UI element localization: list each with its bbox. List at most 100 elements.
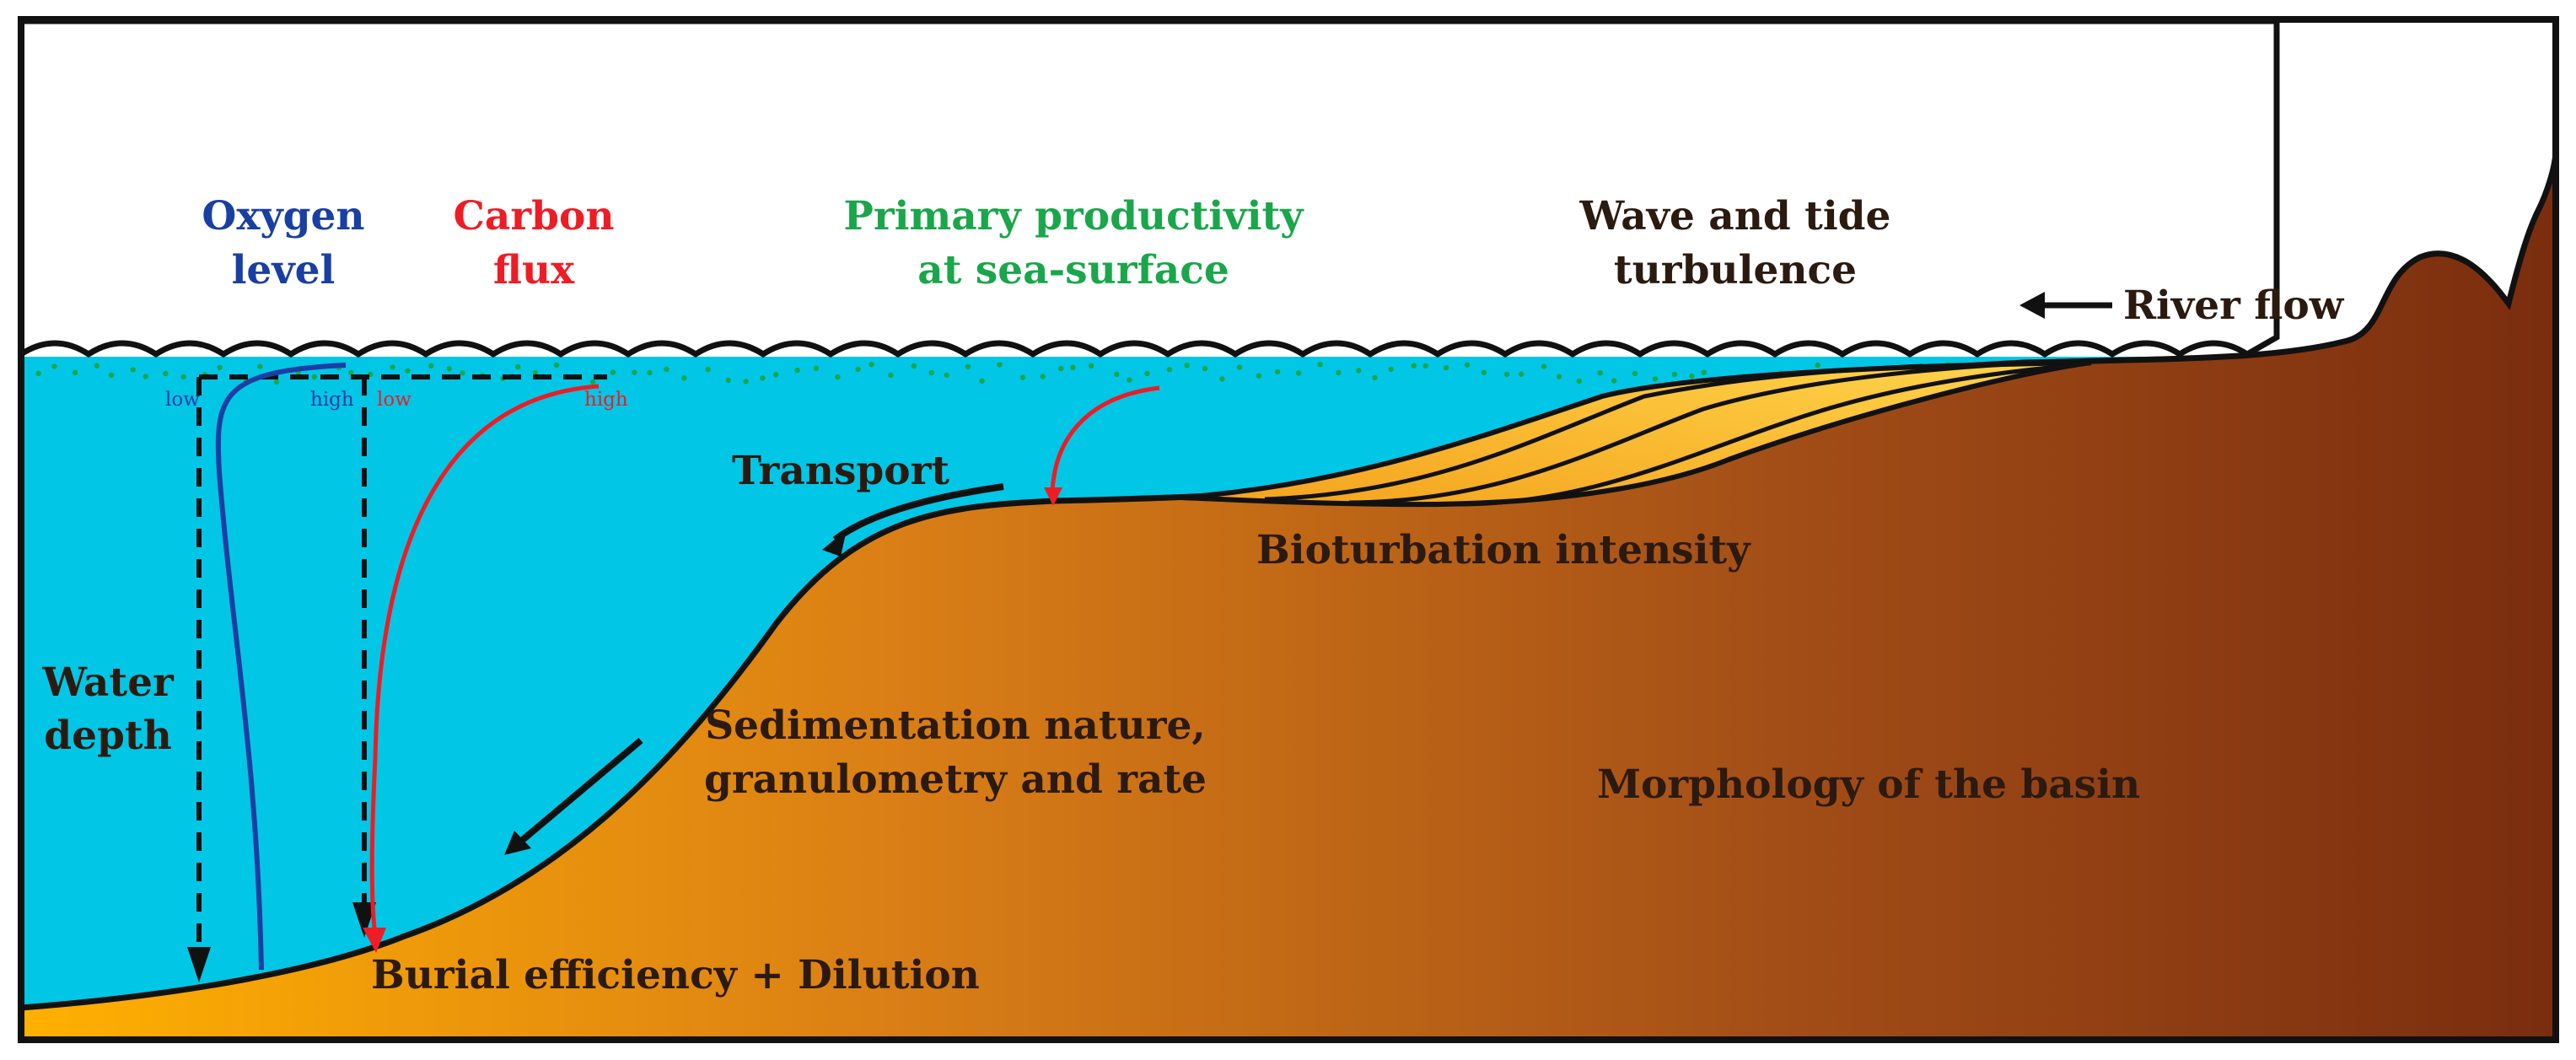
transport-label: Transport xyxy=(732,448,949,494)
carbon-low-label: low xyxy=(377,389,411,411)
productivity-dot xyxy=(1114,371,1120,377)
productivity-dot xyxy=(997,362,1003,368)
oxygen-level-title-2: level xyxy=(232,247,336,293)
productivity-dot xyxy=(515,363,521,370)
productivity-dot xyxy=(944,372,949,379)
productivity-dot xyxy=(446,366,452,372)
productivity-dot xyxy=(1019,374,1026,380)
bioturbation-label: Bioturbation intensity xyxy=(1256,527,1751,573)
river-flow-label: River flow xyxy=(2123,282,2345,329)
productivity-dot xyxy=(681,375,687,381)
productivity-dot xyxy=(794,367,800,374)
productivity-dot xyxy=(1422,363,1428,369)
productivity-dot xyxy=(705,366,711,373)
productivity-dot xyxy=(1236,364,1243,370)
productivity-dot xyxy=(928,369,934,376)
productivity-dot xyxy=(532,369,539,376)
clinoform-line-3 xyxy=(1449,363,2075,507)
carbon-flux-title-2: flux xyxy=(493,247,575,293)
productivity-dot xyxy=(1689,373,1695,379)
oxygen-profile-curve xyxy=(215,363,347,971)
productivity-dot xyxy=(1411,363,1417,369)
productivity-dot xyxy=(1372,374,1378,380)
productivity-dot xyxy=(1701,369,1707,375)
productivity-dot xyxy=(35,370,41,376)
productivity-dot xyxy=(1671,371,1678,378)
productivity-flux-arrow xyxy=(1050,385,1160,494)
carbon-profile-curve xyxy=(369,384,600,937)
productivity-dot xyxy=(647,369,653,376)
productivity-dot xyxy=(1481,369,1487,375)
oxygen-high-label: high xyxy=(310,389,354,411)
productivity-dot xyxy=(632,369,637,375)
water-depth-label-2: depth xyxy=(44,713,172,759)
sedimentation-label-2: granulometry and rate xyxy=(704,756,1207,803)
productivity-dot xyxy=(553,362,560,369)
productivity-dot xyxy=(1519,371,1525,377)
productivity-dot xyxy=(130,367,136,373)
productivity-dot xyxy=(760,375,766,381)
productivity-dot xyxy=(180,374,186,379)
transport-arrow-upper xyxy=(832,483,1004,543)
productivity-dot xyxy=(1089,363,1094,369)
productivity-dot xyxy=(143,374,148,379)
productivity-dot xyxy=(217,364,223,371)
frame-border xyxy=(18,16,2559,1043)
productivity-dot xyxy=(1058,365,1064,372)
carbon-high-label: high xyxy=(584,389,628,411)
productivity-title-2: at sea-surface xyxy=(917,247,1229,293)
productivity-dot xyxy=(911,363,917,369)
productivity-dot xyxy=(1576,378,1583,385)
productivity-dot xyxy=(610,369,616,375)
transport-arrowhead-lower xyxy=(504,831,531,855)
productivity-title: Primary productivity xyxy=(844,193,1305,239)
productivity-dot xyxy=(257,363,263,369)
river-flow-arrowhead xyxy=(2019,292,2045,319)
productivity-dot xyxy=(1274,369,1281,375)
productivity-dot xyxy=(51,363,57,369)
productivity-dot xyxy=(460,370,465,376)
productivity-dot xyxy=(1611,378,1617,384)
burial-dilution-label: Burial efficiency + Dilution xyxy=(371,952,980,998)
productivity-dot xyxy=(1388,366,1394,373)
productivity-dot xyxy=(390,364,395,370)
sea-surface-waves xyxy=(18,18,2280,360)
productivity-dot xyxy=(273,379,280,385)
productivity-dot xyxy=(743,379,749,385)
productivity-dot xyxy=(1632,370,1638,377)
profile-right-arrowhead xyxy=(352,902,376,938)
oxygen-low-label: low xyxy=(165,389,200,411)
productivity-dot xyxy=(1256,373,1262,379)
productivity-dot xyxy=(1219,376,1225,382)
productivity-flux-arrowhead xyxy=(1044,487,1062,506)
productivity-dot xyxy=(405,368,411,374)
productivity-dot xyxy=(348,369,354,375)
clinoform-line-1 xyxy=(1264,363,1923,502)
productivity-dot xyxy=(869,362,874,368)
productivity-dot xyxy=(108,372,115,379)
carbon-arrowhead xyxy=(363,928,386,953)
morphology-label: Morphology of the basin xyxy=(1597,761,2140,808)
productivity-dot xyxy=(428,363,434,369)
productivity-dot xyxy=(1652,376,1659,382)
wave-tide-title-2: turbulence xyxy=(1614,247,1857,293)
profile-left-arrowhead xyxy=(187,947,211,982)
productivity-dot xyxy=(1040,374,1046,379)
productivity-dot xyxy=(163,370,169,377)
productivity-dot xyxy=(1503,371,1510,378)
productivity-dot xyxy=(855,366,861,373)
productivity-dot xyxy=(1202,365,1208,372)
productivity-dot xyxy=(1597,369,1603,376)
oxygen-level-title: Oxygen xyxy=(202,193,364,239)
productivity-dot xyxy=(1541,363,1547,369)
sedimentation-label: Sedimentation nature, xyxy=(705,702,1206,749)
productivity-dot xyxy=(813,365,820,371)
productivity-dot xyxy=(1317,362,1323,368)
productivity-dot xyxy=(1070,364,1076,370)
productivity-dot xyxy=(725,377,731,384)
transport-arrow-lower xyxy=(516,737,643,847)
productivity-dot xyxy=(1464,362,1471,368)
transport-arrowhead-upper xyxy=(822,530,847,557)
productivity-dot xyxy=(1184,363,1190,369)
productivity-dot xyxy=(965,363,971,369)
